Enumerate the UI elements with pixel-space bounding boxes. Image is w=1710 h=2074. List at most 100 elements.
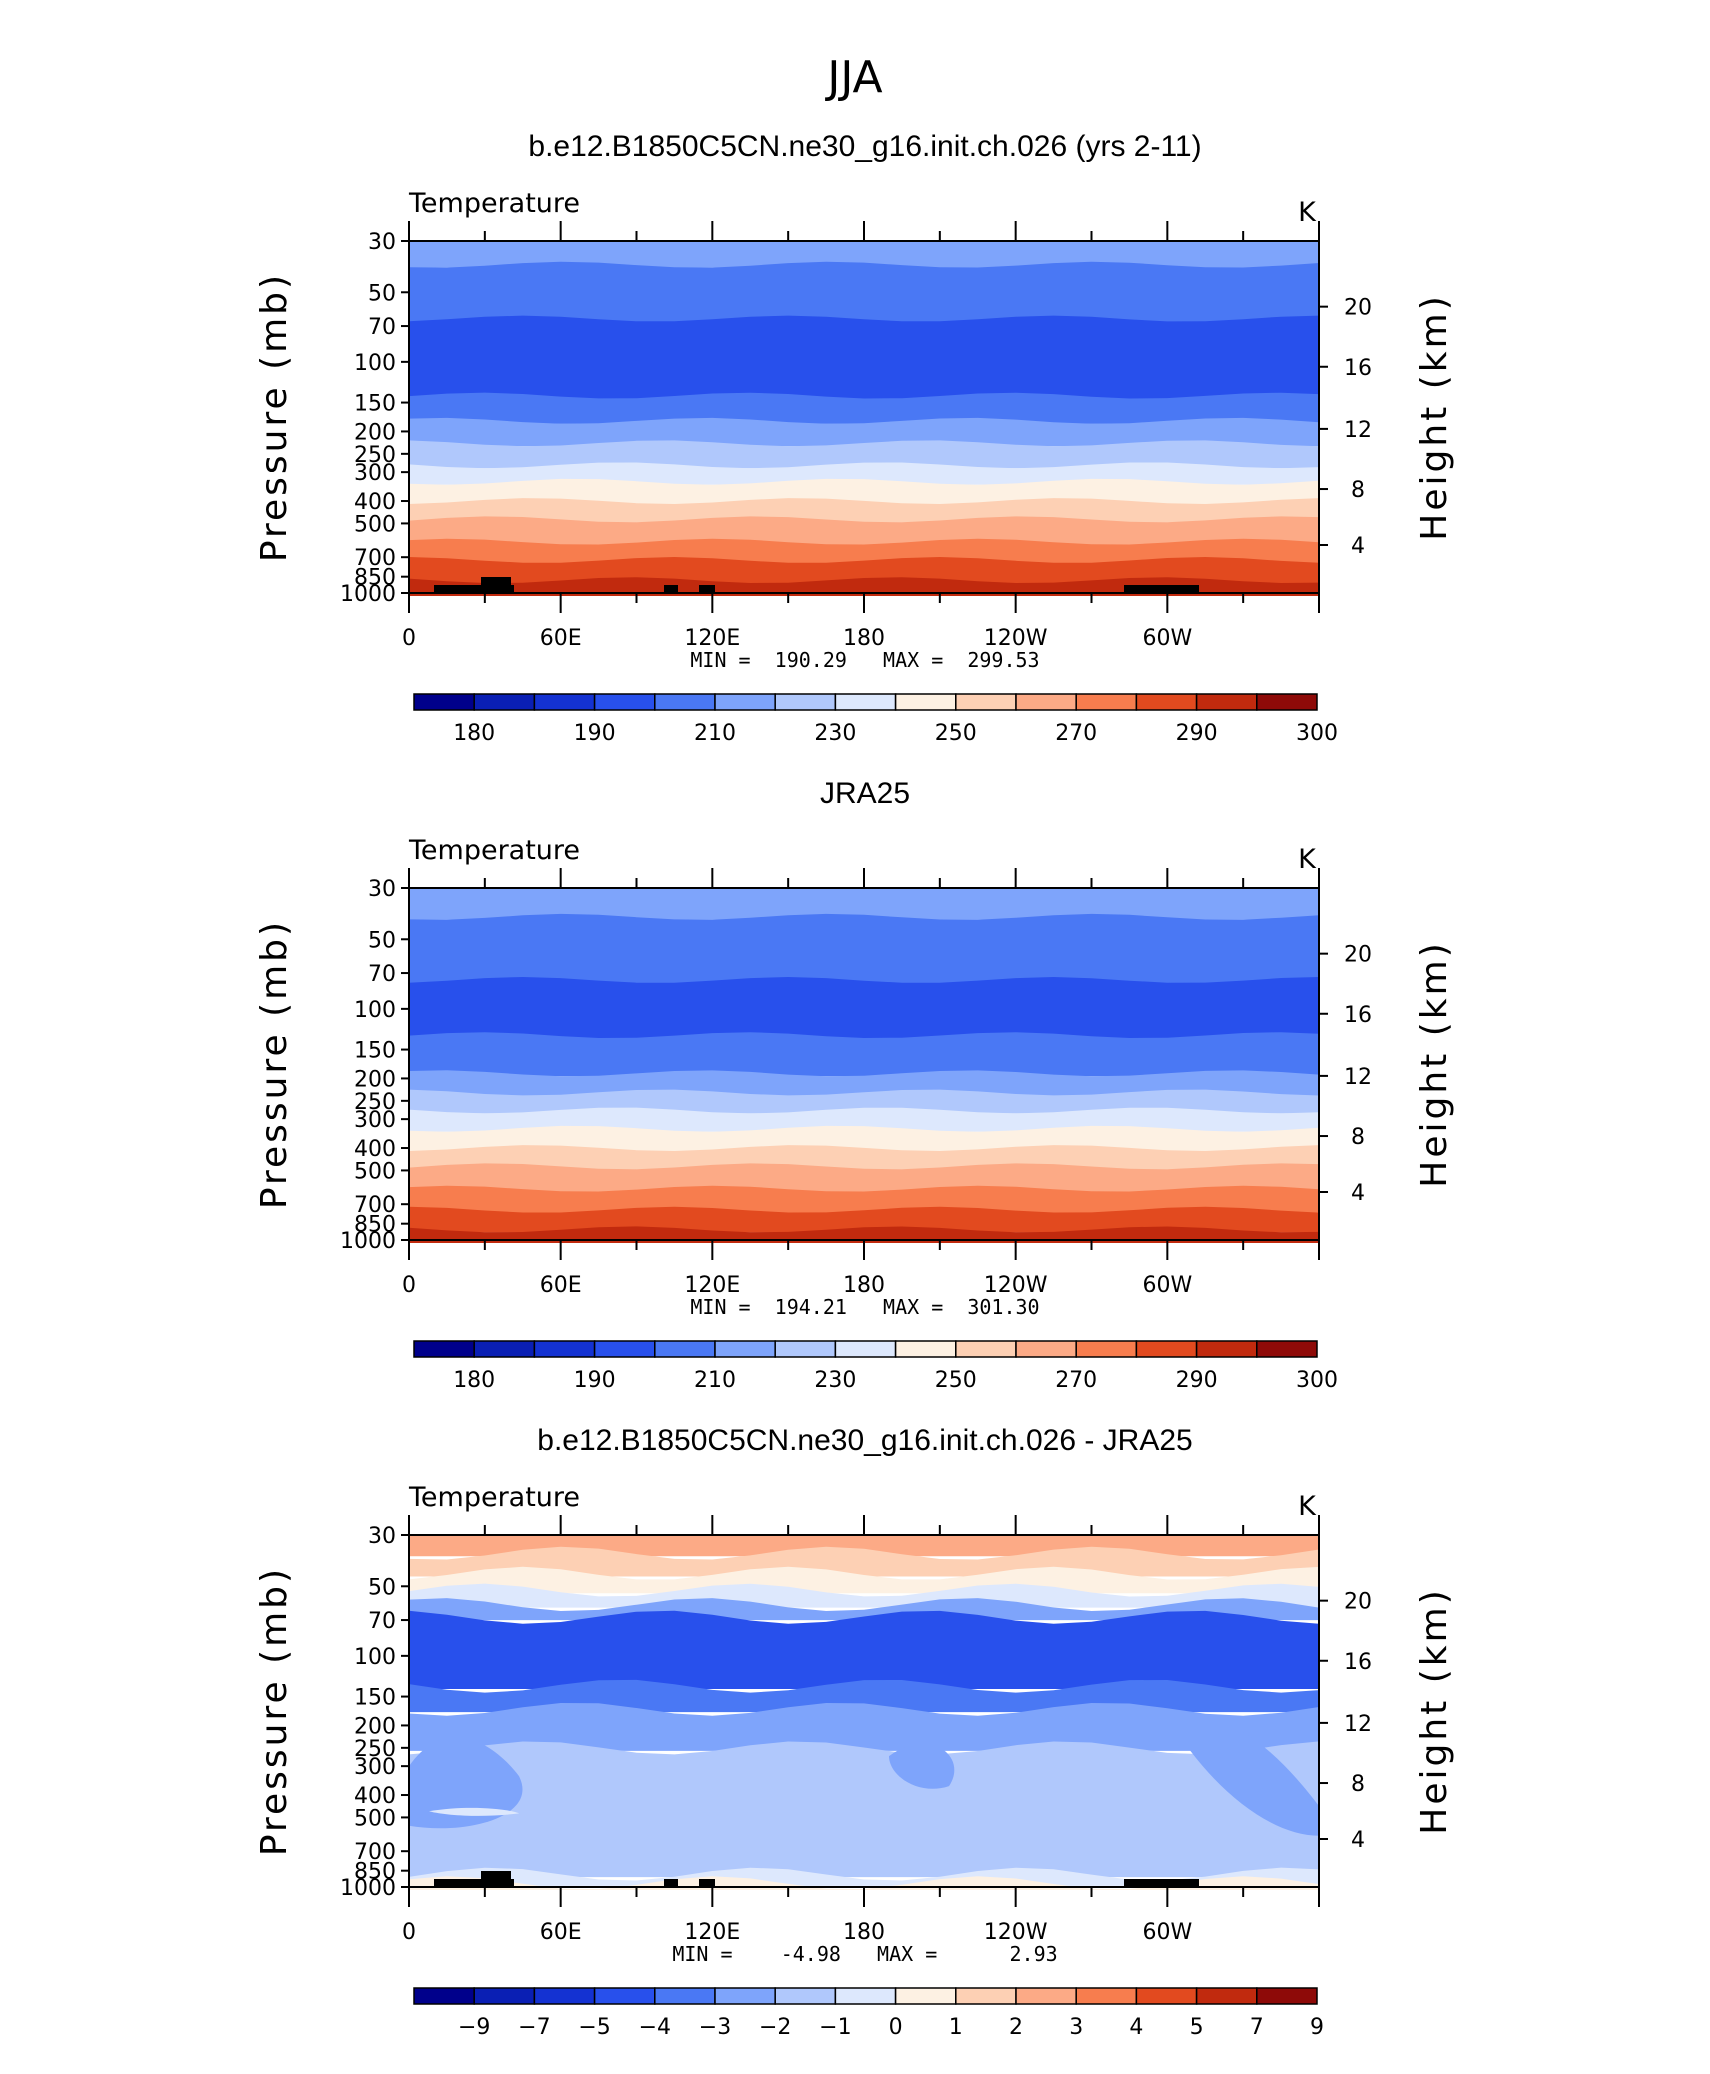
contour-blob bbox=[429, 1807, 519, 1816]
y-tick-label: 700 bbox=[354, 546, 396, 571]
colorbar-swatch bbox=[1075, 1340, 1138, 1358]
colorbar-swatch bbox=[1256, 1340, 1318, 1358]
y-tick-label: 200 bbox=[354, 1714, 396, 1739]
y-axis-title: Pressure (mb) bbox=[254, 919, 295, 1209]
x-tick-label: 120E bbox=[684, 1273, 740, 1298]
contour-blob bbox=[409, 1737, 523, 1829]
contour-band bbox=[409, 557, 1319, 584]
y-right-tick-label: 16 bbox=[1344, 1650, 1372, 1675]
y-tick-label: 850 bbox=[354, 1860, 396, 1885]
colorbar-swatch bbox=[714, 1340, 776, 1358]
colorbar-swatch bbox=[1075, 693, 1138, 711]
colorbar-label: −1 bbox=[819, 2015, 851, 2040]
y-tick-label: 700 bbox=[354, 1193, 396, 1218]
contour-band bbox=[409, 913, 1319, 983]
x-tick-label: 120E bbox=[684, 626, 740, 651]
colorbar-swatch bbox=[834, 693, 897, 711]
colorbar-swatch bbox=[1195, 1987, 1258, 2005]
y-tick-label: 100 bbox=[354, 1645, 396, 1670]
y-tick-label: 250 bbox=[354, 1737, 396, 1762]
colorbar-swatch bbox=[1135, 1987, 1198, 2005]
colorbar-swatch bbox=[533, 1340, 596, 1358]
colorbar-swatch bbox=[1195, 693, 1258, 711]
x-tick-label: 0 bbox=[402, 1920, 416, 1945]
y-right-tick-label: 20 bbox=[1344, 943, 1372, 968]
y-tick-label: 500 bbox=[354, 512, 396, 537]
colorbar-swatch bbox=[955, 1340, 1017, 1358]
x-tick-label: 60W bbox=[1142, 626, 1192, 651]
y-right-tick-label: 8 bbox=[1351, 478, 1365, 503]
y-tick-label: 250 bbox=[354, 1090, 396, 1115]
colorbar-label: −4 bbox=[639, 2015, 671, 2040]
y-right-tick-label: 12 bbox=[1344, 1065, 1372, 1090]
colorbar-swatch bbox=[533, 1987, 596, 2005]
contour-band bbox=[409, 417, 1319, 447]
colorbar-swatch bbox=[714, 693, 776, 711]
colorbar-swatch bbox=[1135, 693, 1198, 711]
colorbar-label: 270 bbox=[1055, 721, 1097, 746]
colorbar-swatch bbox=[533, 693, 596, 711]
y-tick-label: 250 bbox=[354, 443, 396, 468]
y-tick-label: 300 bbox=[354, 461, 396, 486]
y-right-axis-title: Height (km) bbox=[1414, 940, 1455, 1187]
contour-band bbox=[409, 241, 1319, 268]
chart-panel-3: b.e12.B1850C5CN.ne30_g16.init.ch.026 - J… bbox=[254, 1424, 1455, 2040]
colorbar-label: −5 bbox=[578, 2015, 610, 2040]
y-tick-label: 1000 bbox=[340, 1229, 396, 1254]
colorbar-swatch bbox=[774, 693, 837, 711]
colorbar-swatch bbox=[955, 693, 1017, 711]
contour-band bbox=[409, 1610, 1319, 1689]
colorbar-label: 300 bbox=[1296, 721, 1338, 746]
min-max-readout: MIN = 194.21 MAX = 301.30 bbox=[690, 1295, 1039, 1319]
panel-title: b.e12.B1850C5CN.ne30_g16.init.ch.026 (yr… bbox=[528, 130, 1201, 163]
units-label: K bbox=[1298, 844, 1317, 875]
y-tick-label: 50 bbox=[368, 1575, 396, 1600]
topography-mask bbox=[481, 1871, 511, 1887]
topography-mask bbox=[664, 1879, 678, 1887]
x-tick-label: 0 bbox=[402, 626, 416, 651]
colorbar-label: 230 bbox=[814, 721, 856, 746]
colorbar-label: 1 bbox=[949, 2015, 963, 2040]
colorbar-swatch bbox=[413, 1340, 475, 1358]
y-tick-label: 30 bbox=[368, 230, 396, 255]
y-right-tick-label: 4 bbox=[1351, 1181, 1365, 1206]
variable-label: Temperature bbox=[408, 188, 580, 219]
colorbar-swatch bbox=[473, 693, 536, 711]
colorbar-label: 7 bbox=[1250, 2015, 1264, 2040]
contour-band bbox=[409, 888, 1319, 920]
y-tick-label: 700 bbox=[354, 1840, 396, 1865]
y-tick-label: 50 bbox=[368, 928, 396, 953]
topography-mask bbox=[664, 585, 678, 593]
colorbar-swatch bbox=[894, 1987, 957, 2005]
colorbar-swatch bbox=[654, 1340, 716, 1358]
colorbar-swatch bbox=[654, 693, 716, 711]
colorbar-label: 210 bbox=[694, 1368, 736, 1393]
colorbar-label: 3 bbox=[1069, 2015, 1083, 2040]
colorbar-label: 0 bbox=[889, 2015, 903, 2040]
colorbar-label: −3 bbox=[699, 2015, 731, 2040]
x-tick-label: 60W bbox=[1142, 1273, 1192, 1298]
colorbar-swatch bbox=[714, 1987, 776, 2005]
topography-mask bbox=[434, 585, 514, 593]
y-right-tick-label: 12 bbox=[1344, 1712, 1372, 1737]
colorbar-label: 300 bbox=[1296, 1368, 1338, 1393]
topography-mask bbox=[1124, 1879, 1199, 1887]
contour-band bbox=[409, 1741, 1319, 1878]
colorbar-label: −2 bbox=[759, 2015, 791, 2040]
y-tick-label: 850 bbox=[354, 566, 396, 591]
contour-band bbox=[409, 1125, 1319, 1152]
chart-panel-1: b.e12.B1850C5CN.ne30_g16.init.ch.026 (yr… bbox=[254, 130, 1455, 746]
panel-title: JRA25 bbox=[820, 777, 910, 810]
colorbar-swatch bbox=[413, 1987, 475, 2005]
colorbar-swatch bbox=[593, 693, 656, 711]
y-tick-label: 150 bbox=[354, 392, 396, 417]
min-max-readout: MIN = -4.98 MAX = 2.93 bbox=[672, 1942, 1057, 1966]
contour-band bbox=[409, 1145, 1319, 1170]
contour-band bbox=[409, 1703, 1319, 1751]
y-tick-label: 400 bbox=[354, 1784, 396, 1809]
contour-band bbox=[409, 440, 1319, 469]
contour-band bbox=[409, 1163, 1319, 1192]
y-tick-label: 500 bbox=[354, 1806, 396, 1831]
y-tick-label: 150 bbox=[354, 1039, 396, 1064]
contour-band bbox=[409, 516, 1319, 545]
